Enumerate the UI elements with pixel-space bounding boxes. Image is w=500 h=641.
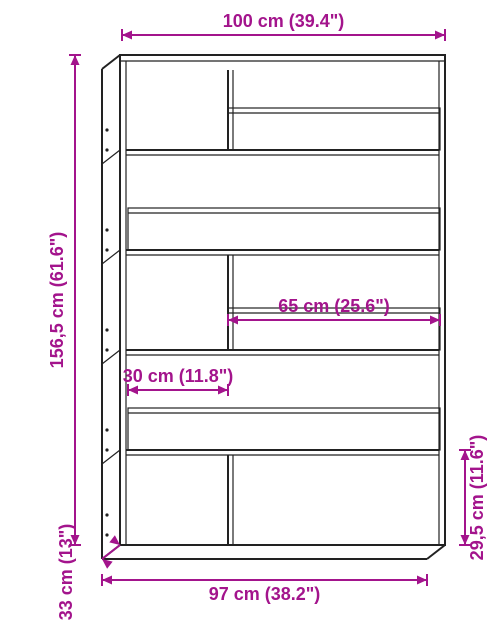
dim-inner-65: 65 cm (25.6") [278, 296, 390, 316]
dim-height: 156,5 cm (61.6") [47, 232, 67, 369]
bookcase [102, 55, 445, 559]
dim-top-width: 100 cm (39.4") [223, 11, 345, 31]
dim-depth: 33 cm (13") [56, 524, 76, 621]
dim-inner-30: 30 cm (11.8") [123, 366, 234, 386]
dim-bottom-width: 97 cm (38.2") [209, 584, 321, 604]
dimension-diagram: 100 cm (39.4") 156,5 cm (61.6") 33 cm (13"… [0, 0, 500, 641]
dim-shelf-height: 29,5 cm (11.6") [467, 435, 487, 561]
